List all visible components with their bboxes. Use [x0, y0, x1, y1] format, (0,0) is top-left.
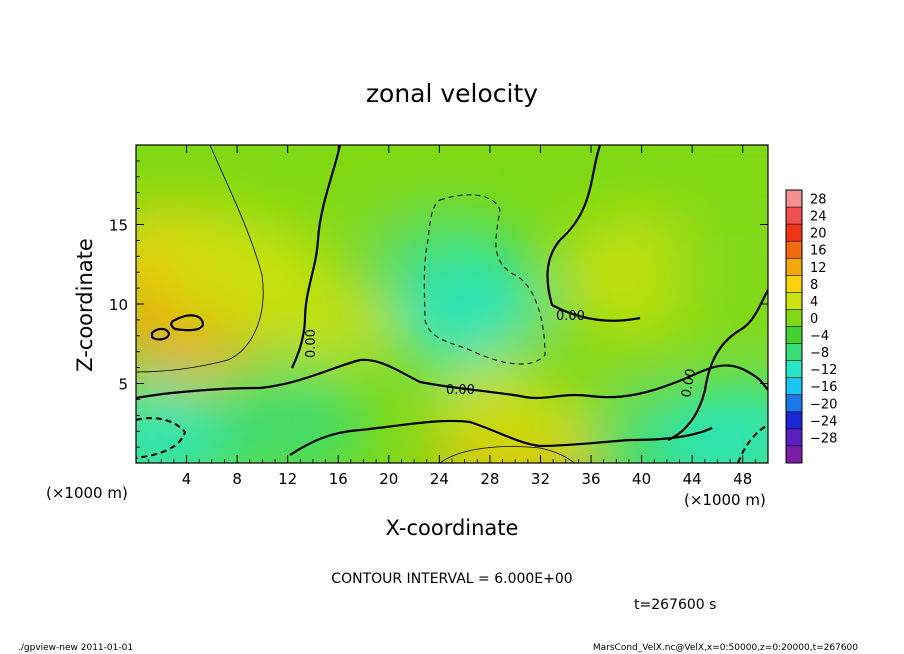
field-sample [207, 363, 368, 463]
colorbar-swatch [786, 411, 802, 430]
colorbar-label: −12 [810, 363, 837, 378]
contour-positive-thin-2 [439, 446, 576, 463]
contour-label: 0.00 [679, 368, 699, 399]
colorbar-swatch [786, 326, 802, 345]
x-tick-label: 12 [278, 470, 297, 488]
colorbar-label: −16 [810, 380, 837, 395]
y-tick-label: 5 [118, 376, 128, 394]
colorbar-swatch [786, 394, 802, 413]
chart-title: zonal velocity [366, 79, 538, 108]
contour-negative-upper [423, 194, 546, 365]
colorbar-swatch [786, 207, 802, 225]
contour-positive-thin [136, 145, 264, 373]
colorbar-swatch [786, 377, 802, 396]
x-tick-label: 8 [232, 470, 242, 488]
contour-zero-lower [136, 358, 768, 400]
colorbar-swatch [786, 445, 802, 464]
colorbar-swatch [786, 309, 802, 327]
colorbar-swatch [786, 292, 802, 310]
colorbar-label: −8 [810, 346, 829, 361]
y-axis-ticks: 5 10 15 [109, 160, 768, 448]
colorbar-swatch [786, 275, 802, 293]
contour-lines [136, 145, 768, 463]
contour-interval-label: CONTOUR INTERVAL = 6.000E+00 [331, 571, 572, 587]
y-tick-label: 15 [109, 217, 128, 235]
colorbar-swatch [786, 428, 802, 447]
contour-zero-middle [291, 145, 342, 369]
x-tick-label: 40 [632, 470, 651, 488]
colorbar-swatch [786, 343, 802, 362]
colorbar-swatch [786, 241, 802, 259]
time-label: t=267600 s [634, 597, 716, 613]
colorbar-swatch [786, 224, 802, 242]
x-tick-label: 36 [581, 470, 600, 488]
colorbar-label: 28 [810, 193, 827, 208]
colorbar-label: 16 [810, 244, 827, 259]
contour-loop-small [150, 327, 171, 341]
colorbar-label: −4 [810, 329, 829, 344]
contour-label: 0.00 [304, 329, 319, 358]
contour-labels: 0.00 0.00 0.00 0.00 [304, 309, 699, 399]
colorbar-swatch [786, 360, 802, 379]
contour-label: 0.00 [446, 383, 475, 398]
x-tick-label: 48 [733, 470, 752, 488]
footer-right: MarsCond_VelX.nc@VelX,x=0:50000,z=0:2000… [593, 643, 858, 653]
x-tick-label: 44 [683, 470, 702, 488]
contour-zero-lower-base [289, 419, 713, 456]
y-tick-label: 10 [109, 296, 128, 314]
colorbar-label: −28 [810, 431, 837, 446]
colorbar-label: 4 [810, 295, 818, 310]
contour-label: 0.00 [556, 309, 585, 324]
y-axis-label: Z-coordinate [73, 238, 97, 372]
x-tick-label: 16 [329, 470, 348, 488]
colorbar-swatch [786, 190, 802, 208]
colorbar: 28 24 20 16 12 8 4 0 −4 −8 −12 −16 −20 −24 −28 [785, 189, 837, 464]
footer-left: ./gpview-new 2011-01-01 [18, 643, 133, 653]
x-axis-ticks: 4 8 12 16 20 24 28 32 36 40 44 48 [148, 145, 756, 488]
field-sample [662, 212, 768, 333]
contour-zero-edge [667, 289, 768, 442]
velocity-field [136, 180, 768, 463]
y-multiplier-label: (×1000 m) [684, 491, 766, 509]
x-tick-label: 20 [379, 470, 398, 488]
colorbar-label: 0 [810, 312, 818, 327]
colorbar-label: 20 [810, 227, 827, 242]
colorbar-label: −20 [810, 397, 837, 412]
x-axis-label: X-coordinate [386, 516, 519, 540]
contour-negative-lower-right [737, 424, 768, 463]
plot-area: 0.00 0.00 0.00 0.00 [136, 145, 768, 463]
x-tick-label: 24 [430, 470, 449, 488]
colorbar-label: 8 [810, 278, 818, 293]
colorbar-label: −24 [810, 414, 837, 429]
contour-negative-lower-left [136, 417, 187, 459]
colorbar-label: 24 [810, 210, 827, 225]
x-multiplier-label: (×1000 m) [46, 484, 128, 502]
contour-loop-left [170, 314, 205, 332]
x-tick-label: 28 [480, 470, 499, 488]
field-sample [662, 379, 768, 463]
x-tick-label: 32 [531, 470, 550, 488]
colorbar-swatch [786, 258, 802, 276]
contour-zero-right [546, 145, 641, 322]
colorbar-label: 12 [810, 261, 827, 276]
x-tick-label: 4 [182, 470, 192, 488]
